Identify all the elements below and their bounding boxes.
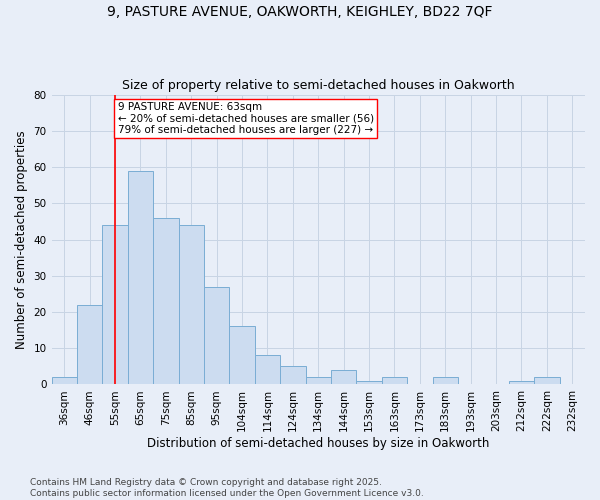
Text: Contains HM Land Registry data © Crown copyright and database right 2025.
Contai: Contains HM Land Registry data © Crown c…: [30, 478, 424, 498]
Bar: [128, 170, 153, 384]
Bar: [534, 377, 560, 384]
Bar: [179, 225, 204, 384]
Bar: [280, 366, 305, 384]
X-axis label: Distribution of semi-detached houses by size in Oakworth: Distribution of semi-detached houses by …: [147, 437, 490, 450]
Bar: [382, 377, 407, 384]
Bar: [331, 370, 356, 384]
Bar: [255, 356, 280, 384]
Y-axis label: Number of semi-detached properties: Number of semi-detached properties: [15, 130, 28, 349]
Title: Size of property relative to semi-detached houses in Oakworth: Size of property relative to semi-detach…: [122, 79, 515, 92]
Bar: [52, 377, 77, 384]
Bar: [509, 381, 534, 384]
Bar: [103, 225, 128, 384]
Bar: [433, 377, 458, 384]
Bar: [77, 304, 103, 384]
Bar: [356, 381, 382, 384]
Bar: [153, 218, 179, 384]
Text: 9 PASTURE AVENUE: 63sqm
← 20% of semi-detached houses are smaller (56)
79% of se: 9 PASTURE AVENUE: 63sqm ← 20% of semi-de…: [118, 102, 374, 135]
Text: 9, PASTURE AVENUE, OAKWORTH, KEIGHLEY, BD22 7QF: 9, PASTURE AVENUE, OAKWORTH, KEIGHLEY, B…: [107, 5, 493, 19]
Bar: [305, 377, 331, 384]
Bar: [204, 286, 229, 384]
Bar: [229, 326, 255, 384]
